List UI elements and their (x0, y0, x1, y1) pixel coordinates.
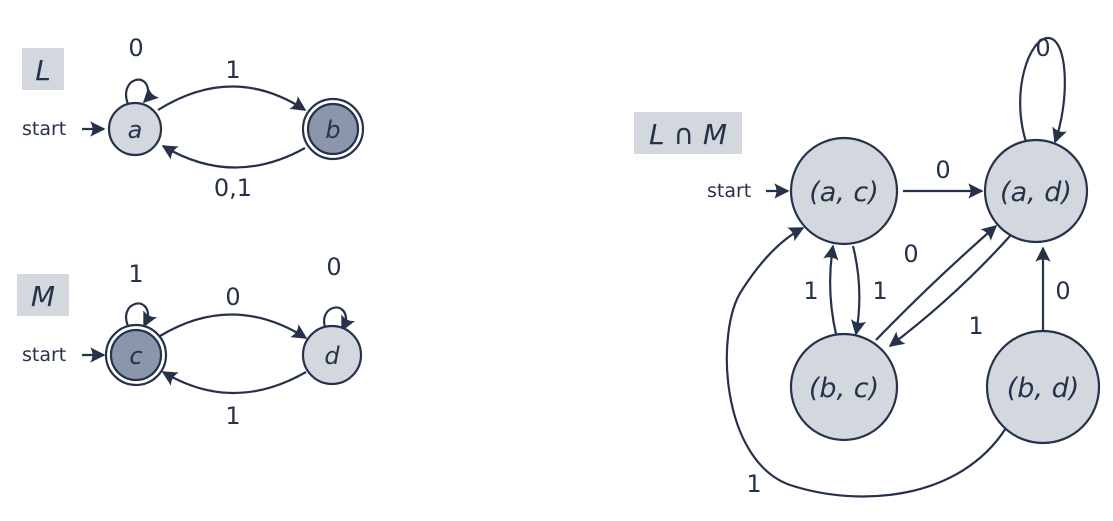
automaton-lm-name-box (634, 112, 742, 154)
state-lm-ad-label: (a, d) (1000, 177, 1072, 208)
state-m-d (301, 324, 363, 386)
automaton-lm-name: L ∩ M (649, 118, 727, 151)
automaton-m: M start 1 0 0 1 c d (17, 253, 363, 430)
state-l-b-label: b (325, 116, 340, 144)
state-lm-bc (789, 332, 899, 442)
edge-l-a-loop-label: 0 (128, 34, 143, 62)
edge-lm-ad-to-bc-label: 1 (968, 312, 983, 340)
edge-lm-bc-to-ac-label: 1 (803, 277, 818, 305)
state-m-c (109, 328, 163, 382)
edge-lm-ad-to-bc (888, 235, 1011, 347)
automaton-l-start-label: start (22, 118, 66, 140)
state-l-a-label: a (128, 116, 143, 144)
state-m-c-label: c (129, 342, 142, 370)
automaton-l: L start 0 1 0,1 a b (22, 34, 365, 202)
edge-l-b-to-a-label: 0,1 (214, 174, 252, 202)
state-l-a (107, 101, 163, 157)
state-lm-ac-label: (a, c) (809, 177, 879, 208)
edge-m-c-to-d-label: 0 (225, 283, 240, 311)
state-lm-ac (789, 136, 899, 246)
edge-m-d-to-c-label: 1 (225, 402, 240, 430)
edge-m-c-to-d (159, 313, 308, 339)
edge-lm-bd-to-ac-label: 1 (746, 470, 761, 498)
edge-lm-ad-loop (1019, 36, 1067, 144)
state-m-d-label: d (324, 342, 340, 370)
state-l-b (306, 102, 360, 156)
edge-lm-ad-loop-label: 0 (1035, 34, 1050, 62)
state-lm-bd (985, 329, 1101, 445)
edge-l-a-to-b-label: 1 (225, 56, 240, 84)
automaton-l-name: L (35, 54, 51, 87)
edge-lm-bc-to-ad (875, 224, 998, 341)
edge-m-c-loop-label: 1 (128, 260, 143, 288)
edge-l-b-to-a (161, 145, 306, 169)
edge-m-c-loop (125, 302, 158, 328)
automaton-m-start-label: start (22, 344, 66, 366)
state-lm-bd-label: (b, d) (1007, 373, 1080, 404)
edge-lm-ac-to-bc (850, 245, 867, 336)
edge-m-d-to-c (161, 371, 307, 394)
edge-l-a-to-b (157, 85, 307, 111)
edge-lm-bc-to-ac (823, 244, 839, 335)
state-l-b-accept-ring (301, 97, 365, 161)
state-lm-ad (983, 138, 1089, 244)
edge-lm-bd-to-ad-label: 0 (1055, 277, 1070, 305)
edge-lm-ac-to-ad-label: 0 (935, 156, 950, 184)
edge-lm-ac-to-bc-label: 1 (872, 277, 887, 305)
automaton-m-name-box (17, 274, 69, 316)
edge-l-a-loop (125, 78, 160, 105)
automaton-m-name: M (31, 280, 55, 313)
automaton-l-name-box (22, 48, 64, 90)
state-lm-bc-label: (b, c) (809, 373, 879, 404)
edge-lm-bd-to-ac (725, 227, 1007, 498)
edge-m-d-loop-label: 0 (326, 253, 341, 281)
automaton-lm-start-label: start (707, 180, 751, 202)
edge-lm-bc-to-ad-label: 0 (903, 240, 918, 268)
state-m-c-accept-ring (104, 323, 168, 387)
automaton-l-intersect-m: L ∩ M start 0 0 1 1 0 1 0 1 (a, c) (a, d… (634, 34, 1101, 498)
